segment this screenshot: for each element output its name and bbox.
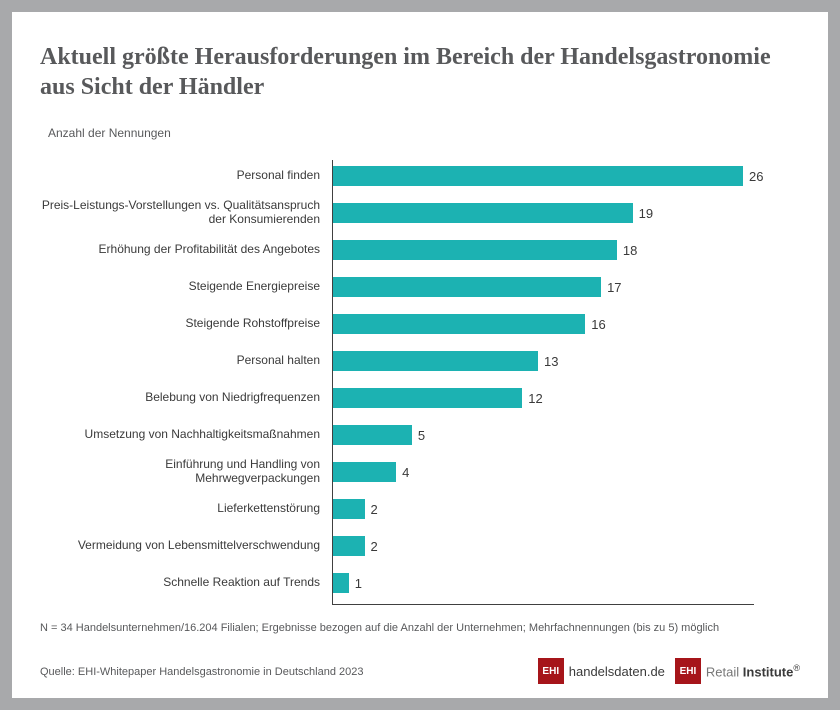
bar — [333, 166, 743, 186]
bar — [333, 536, 365, 556]
bar-value: 1 — [355, 576, 362, 591]
bar-row: Vermeidung von Lebensmittelverschwendung… — [40, 533, 800, 559]
bar-row: Belebung von Niedrigfrequenzen 12 — [40, 385, 800, 411]
bar-row: Steigende Rohstoffpreise 16 — [40, 311, 800, 337]
bar-label: Vermeidung von Lebensmittelverschwendung — [40, 539, 326, 553]
logo-area: EHI handelsdaten.de EHI Retail Institute… — [538, 658, 800, 684]
bar-row: Personal halten 13 — [40, 348, 800, 374]
bar — [333, 462, 396, 482]
bar-row: Personal finden 26 — [40, 163, 800, 189]
logo-text-retail: Retail Institute® — [706, 663, 800, 679]
bar — [333, 351, 538, 371]
bar — [333, 425, 412, 445]
bar-label: Personal finden — [40, 169, 326, 183]
bar — [333, 573, 349, 593]
bar-row: Steigende Energiepreise 17 — [40, 274, 800, 300]
bar — [333, 388, 522, 408]
logo-retail-institute: EHI Retail Institute® — [675, 658, 800, 684]
bar-row: Schnelle Reaktion auf Trends 1 — [40, 570, 800, 596]
bar-wrap: 5 — [333, 425, 425, 445]
bar-wrap: 2 — [333, 536, 378, 556]
bar-wrap: 1 — [333, 573, 362, 593]
chart-source: Quelle: EHI-Whitepaper Handelsgastronomi… — [40, 666, 363, 678]
x-axis-line — [332, 604, 754, 605]
ehi-badge-icon: EHI — [538, 658, 564, 684]
bar-value: 12 — [528, 391, 542, 406]
logo-handelsdaten: EHI handelsdaten.de — [538, 658, 665, 684]
bar-value: 17 — [607, 280, 621, 295]
bar — [333, 499, 365, 519]
bar-value: 5 — [418, 428, 425, 443]
bar-label: Schnelle Reaktion auf Trends — [40, 576, 326, 590]
bar-wrap: 26 — [333, 166, 763, 186]
bar-label: Preis-Leistungs-Vorstellungen vs. Qualit… — [40, 199, 326, 227]
bar-label: Steigende Rohstoffpreise — [40, 317, 326, 331]
bar-wrap: 17 — [333, 277, 622, 297]
chart-footnote: N = 34 Handelsunternehmen/16.204 Filiale… — [40, 622, 800, 634]
chart-title: Aktuell größte Herausforderungen im Bere… — [40, 42, 800, 102]
bar-row: Erhöhung der Profitabilität des Angebote… — [40, 237, 800, 263]
bar-value: 19 — [639, 206, 653, 221]
chart-card: Aktuell größte Herausforderungen im Bere… — [12, 12, 828, 698]
logo-text-handelsdaten: handelsdaten.de — [569, 664, 665, 679]
bar-wrap: 13 — [333, 351, 558, 371]
bar — [333, 203, 633, 223]
bar-label: Steigende Energiepreise — [40, 280, 326, 294]
bar-value: 2 — [371, 502, 378, 517]
bar-value: 16 — [591, 317, 605, 332]
bar-label: Umsetzung von Nachhaltigkeitsmaßnahmen — [40, 428, 326, 442]
bar-row: Einführung und Handling von Mehrwegverpa… — [40, 459, 800, 485]
bar-label: Erhöhung der Profitabilität des Angebote… — [40, 243, 326, 257]
bar-label: Personal halten — [40, 354, 326, 368]
bar-row: Lieferkettenstörung 2 — [40, 496, 800, 522]
bar — [333, 240, 617, 260]
bar-wrap: 12 — [333, 388, 543, 408]
bar-value: 4 — [402, 465, 409, 480]
bar-wrap: 2 — [333, 499, 378, 519]
bar-label: Lieferkettenstörung — [40, 502, 326, 516]
bar — [333, 314, 585, 334]
bar-value: 2 — [371, 539, 378, 554]
bar-wrap: 19 — [333, 203, 653, 223]
bar-label: Belebung von Niedrigfrequenzen — [40, 391, 326, 405]
bar-label: Einführung und Handling von Mehrwegverpa… — [40, 458, 326, 486]
bar-row: Preis-Leistungs-Vorstellungen vs. Qualit… — [40, 200, 800, 226]
bar-wrap: 16 — [333, 314, 606, 334]
bar-chart: Personal finden 26 Preis-Leistungs-Vorstel… — [40, 158, 800, 608]
bar-value: 26 — [749, 169, 763, 184]
bar-row: Umsetzung von Nachhaltigkeitsmaßnahmen 5 — [40, 422, 800, 448]
bar-wrap: 4 — [333, 462, 409, 482]
bar — [333, 277, 601, 297]
bar-wrap: 18 — [333, 240, 637, 260]
bar-value: 18 — [623, 243, 637, 258]
ehi-badge-icon: EHI — [675, 658, 701, 684]
bar-value: 13 — [544, 354, 558, 369]
chart-subtitle: Anzahl der Nennungen — [48, 126, 800, 140]
